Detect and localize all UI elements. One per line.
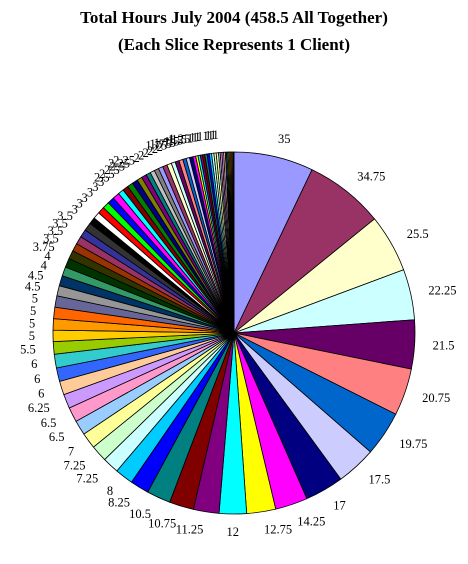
pie-slice-label: 7 <box>68 444 74 458</box>
pie-slice-label: 2 <box>142 146 148 160</box>
pie-slice-label: 1 <box>210 128 216 142</box>
pie-slice-label: 5 <box>29 329 35 343</box>
pie-slice-label: 2 <box>133 151 139 165</box>
pie-slice-label: 2 <box>147 144 153 158</box>
pie-slice-label: 2.5 <box>99 167 115 181</box>
pie-slice-label: 6.5 <box>49 430 65 444</box>
pie-slice-label: 6 <box>34 372 40 386</box>
pie-slice-label: 1 <box>205 129 211 143</box>
pie-slice-label: 12.75 <box>264 523 292 537</box>
pie-slice-label: 6 <box>31 357 37 371</box>
pie-slice-label: 5 <box>32 291 38 305</box>
pie-slice-label: 1.5 <box>164 135 180 149</box>
pie-slice-label: 8 <box>107 484 113 498</box>
pie-slice-label: 8.25 <box>108 496 130 510</box>
pie-slice-label: 1 <box>207 128 213 142</box>
pie-slice-label: 2.5 <box>109 160 125 174</box>
pie-slice-label: 7.25 <box>76 472 98 486</box>
pie-slice-label: 2.5 <box>94 171 110 185</box>
pie-slice-label: 2.5 <box>104 163 120 177</box>
pie-slice-label: 3 <box>87 186 93 200</box>
pie-slice-label: 10.5 <box>129 507 151 521</box>
pie-slice-label: 3 <box>98 175 104 189</box>
pie-slice-label: 1.25 <box>168 132 190 146</box>
pie-slice-label: 5.5 <box>20 343 36 357</box>
pie-slice-label: 10.75 <box>148 516 176 530</box>
pie-slice-label: 1 <box>194 130 200 144</box>
pie-slice-label: 5 <box>29 317 35 331</box>
chart-subtitle: (Each Slice Represents 1 Client) <box>118 35 350 54</box>
pie-slice <box>233 151 235 334</box>
pie-slice-label: 5 <box>30 304 36 318</box>
pie-slice-label: 1.5 <box>168 134 184 148</box>
pie-slice-label: 34.75 <box>357 170 385 184</box>
pie-slice-label: 1.75 <box>150 137 172 151</box>
pie-slice-label: 6.5 <box>41 416 57 430</box>
pie-slice-label: 3 <box>92 180 98 194</box>
pie-slice-label: 3.5 <box>48 224 64 238</box>
pie-labels: 3534.7525.522.2521.520.7519.7517.51714.2… <box>20 128 456 539</box>
pie-slice-label: 1.5 <box>171 133 187 147</box>
pie-slice-label: 3.5 <box>52 216 68 230</box>
pie-slice-label: 11.25 <box>176 523 204 537</box>
pie-slice-label: 2 <box>152 142 158 156</box>
pie-slice-label: 12 <box>226 525 239 539</box>
pie-slice-label: 1 <box>192 130 198 144</box>
pie-slice-label: 4 <box>41 258 48 272</box>
pie-slice-label: 3.5 <box>57 209 73 223</box>
pie-slice-label: 1 <box>189 131 195 145</box>
pie-slice-label: 4 <box>44 249 51 263</box>
pie-slice-label: 4.5 <box>28 269 44 283</box>
pie-slice-label: 14.25 <box>297 515 325 529</box>
pie-slices <box>52 151 416 515</box>
pie-slice-label: 25.5 <box>407 227 429 241</box>
pie-slice-label: 2 <box>156 140 162 154</box>
pie-slice-label: 2.25 <box>108 156 130 170</box>
pie-slice-label: 3 <box>72 203 78 217</box>
pie-slice-label: 7.25 <box>64 458 86 472</box>
pie-slice-label: 3.5 <box>43 232 59 246</box>
pie-slice-label: 1.75 <box>154 136 176 150</box>
pie-slice-label: 1 <box>202 129 208 143</box>
pie-slice-label: 4.5 <box>25 280 41 294</box>
pie-slice-label: 20.75 <box>422 391 450 405</box>
pie-slice-label: 21.5 <box>433 339 455 353</box>
pie-slice-label: 6 <box>38 387 44 401</box>
pie-slice-label: 17 <box>333 498 346 512</box>
pie-slice-label: 1 <box>212 128 218 142</box>
pie-slice-label: 6.25 <box>28 401 50 415</box>
pie-slice-label: 3 <box>76 197 82 211</box>
pie-slice-label: 35 <box>278 132 291 146</box>
pie-slice-label: 2 <box>138 148 144 162</box>
pie-slice-label: 1 <box>197 129 203 143</box>
pie-slice-label: 19.75 <box>399 437 427 451</box>
pie-slice-label: 1 <box>187 131 193 145</box>
pie-slice-label: 3.75 <box>33 240 55 254</box>
pie-slice-label: 3 <box>82 191 88 205</box>
pie-slice-label: 2.25 <box>113 153 135 167</box>
pie-slice-label: 1.75 <box>145 139 167 153</box>
pie-slice-label: 17.5 <box>369 473 391 487</box>
pie-slice-label: 22.25 <box>428 284 456 298</box>
chart-title: Total Hours July 2004 (458.5 All Togethe… <box>80 8 388 27</box>
